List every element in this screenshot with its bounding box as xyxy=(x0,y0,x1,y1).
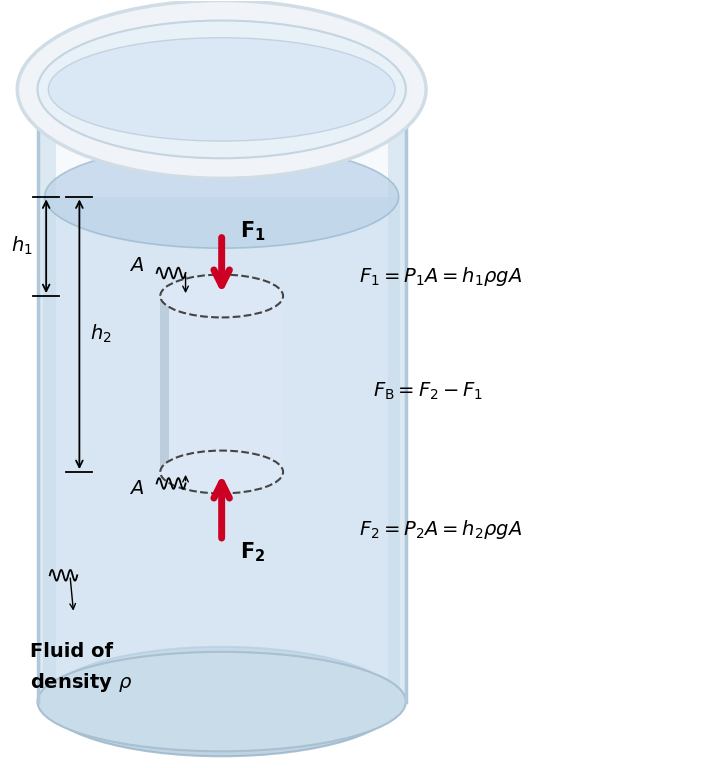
Ellipse shape xyxy=(160,275,283,317)
Polygon shape xyxy=(160,296,283,472)
Ellipse shape xyxy=(45,647,399,756)
Text: $F_1 = P_1A = h_1\rho gA$: $F_1 = P_1A = h_1\rho gA$ xyxy=(359,266,522,288)
Polygon shape xyxy=(388,89,406,701)
Ellipse shape xyxy=(49,38,395,141)
Text: density $\rho$: density $\rho$ xyxy=(30,671,133,694)
Text: $h_2$: $h_2$ xyxy=(90,323,112,346)
Ellipse shape xyxy=(17,1,426,178)
Ellipse shape xyxy=(38,652,406,751)
Text: $\mathbf{F_1}$: $\mathbf{F_1}$ xyxy=(240,219,265,243)
Text: $A$: $A$ xyxy=(129,256,144,275)
Ellipse shape xyxy=(45,145,399,248)
Text: $h_1$: $h_1$ xyxy=(11,235,33,257)
Text: $\mathbf{F_2}$: $\mathbf{F_2}$ xyxy=(240,541,265,564)
Text: $F_2 = P_2A = h_2\rho gA$: $F_2 = P_2A = h_2\rho gA$ xyxy=(359,518,522,541)
Text: $F_{\mathrm{B}} = F_2 - F_1$: $F_{\mathrm{B}} = F_2 - F_1$ xyxy=(373,381,484,402)
Text: Fluid of: Fluid of xyxy=(30,642,113,661)
Ellipse shape xyxy=(160,451,283,493)
Polygon shape xyxy=(44,197,400,701)
Polygon shape xyxy=(38,89,406,701)
Polygon shape xyxy=(160,296,169,472)
Ellipse shape xyxy=(38,21,406,158)
Polygon shape xyxy=(38,89,56,701)
Text: $A$: $A$ xyxy=(129,479,144,498)
